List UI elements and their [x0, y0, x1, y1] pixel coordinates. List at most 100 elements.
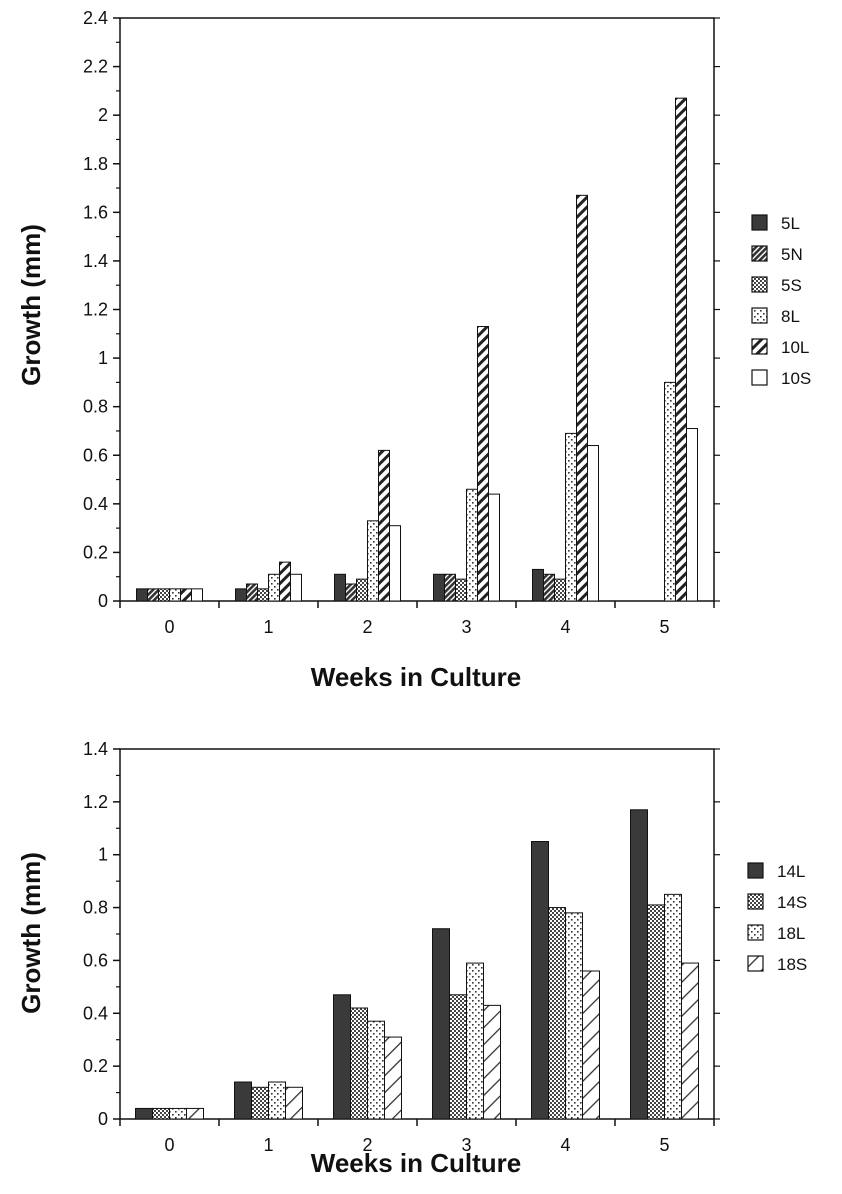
legend-swatch: [747, 924, 764, 941]
bar: [466, 962, 484, 1120]
y-tick-label: 1.4: [83, 251, 108, 271]
bar: [488, 493, 500, 602]
y-tick-label: 0.8: [83, 898, 108, 918]
legend: 5L 5N 5S 8L 10L 10S: [751, 214, 811, 388]
x-tick-label: 2: [362, 617, 372, 637]
y-tick-label: 2.4: [83, 8, 108, 28]
bar: [647, 904, 665, 1120]
x-tick-label: 5: [659, 617, 669, 637]
chart-bottom: Growth (mm) Weeks in Culture 0 0.2 0.4 0.6 0…: [16, 739, 807, 1178]
y-tick-label: 0.6: [83, 950, 108, 970]
legend-swatch: [751, 307, 768, 324]
bar: [455, 578, 467, 602]
bar: [169, 1107, 187, 1120]
plot-area: 0 0.2 0.4 0.6 0.8 1 1.2 1.4 0 1 2 3 4 5: [83, 739, 720, 1155]
bar: [158, 588, 170, 602]
legend-label: 14L: [777, 862, 805, 881]
x-tick-label: 4: [560, 1135, 570, 1155]
y-tick-label: 0.4: [83, 1003, 108, 1023]
legend-label: 14S: [777, 893, 807, 912]
bar: [356, 578, 368, 602]
bar: [152, 1107, 170, 1120]
legend-swatch: [751, 369, 768, 386]
bar: [251, 1086, 269, 1120]
bar: [664, 893, 682, 1120]
plot-frame: [119, 17, 715, 602]
bar: [180, 588, 192, 602]
legend-label: 18L: [777, 924, 805, 943]
bar: [268, 1081, 286, 1120]
bar: [350, 1007, 368, 1120]
plot-frame: [119, 748, 715, 1120]
y-axis-label: Growth (mm): [16, 852, 46, 1014]
legend-swatch: [751, 214, 768, 231]
bar: [246, 583, 258, 602]
bar: [565, 432, 577, 602]
bar: [664, 381, 676, 602]
x-tick-label: 1: [263, 617, 273, 637]
y-tick-label: 2: [98, 105, 108, 125]
x-tick-label: 1: [263, 1135, 273, 1155]
x-tick-label: 5: [659, 1135, 669, 1155]
bar: [554, 578, 566, 602]
legend-label: 5S: [781, 276, 802, 295]
bar: [290, 573, 302, 602]
legend: 14L 14S 18L 18S: [747, 862, 807, 974]
legend-swatch: [747, 893, 764, 910]
y-tick-label: 1.8: [83, 154, 108, 174]
bar: [367, 520, 379, 602]
bar: [191, 588, 203, 602]
x-tick-label: 0: [164, 1135, 174, 1155]
x-tick-label: 3: [461, 1135, 471, 1155]
legend-label: 5L: [781, 214, 800, 233]
bar: [681, 962, 699, 1120]
bar: [279, 561, 291, 602]
y-tick-label: 1: [98, 845, 108, 865]
bar: [285, 1086, 303, 1120]
bar: [169, 588, 181, 602]
bar: [384, 1036, 402, 1120]
y-tick-label: 2.2: [83, 57, 108, 77]
y-tick-label: 0.4: [83, 494, 108, 514]
y-tick-label: 0.2: [83, 542, 108, 562]
y-tick-label: 1.2: [83, 792, 108, 812]
bar: [235, 588, 247, 602]
plot-area: 0 0.2 0.4 0.6 0.8 1 1.2 1.4 1.6 1.8 2 2.2 2.4 0 1 2 3 4 5: [83, 8, 720, 637]
y-tick-label: 0: [98, 1109, 108, 1129]
bar: [686, 428, 698, 602]
chart-top: Growth (mm) Weeks in Culture 00.20.40.60…: [16, 8, 811, 692]
bar: [576, 194, 588, 602]
bar: [432, 928, 450, 1120]
y-tick-label: 1.2: [83, 300, 108, 320]
bar: [268, 573, 280, 602]
bar: [136, 588, 148, 602]
x-axis-label: Weeks in Culture: [311, 1148, 521, 1178]
bar: [565, 912, 583, 1120]
bar: [333, 994, 351, 1120]
y-axis-label: Growth (mm): [16, 224, 46, 386]
bar: [466, 488, 478, 602]
y-tick-label: 0.8: [83, 397, 108, 417]
bar: [186, 1107, 204, 1120]
legend-label: 8L: [781, 307, 800, 326]
legend-label: 10S: [781, 369, 811, 388]
bar: [135, 1107, 153, 1120]
bar: [257, 588, 269, 602]
bar: [477, 326, 489, 602]
y-tick-label: 0.6: [83, 445, 108, 465]
legend-label: 10L: [781, 338, 809, 357]
bar: [548, 907, 566, 1120]
legend-swatch: [751, 338, 768, 355]
y-tick-label: 0.2: [83, 1056, 108, 1076]
bar: [483, 1004, 501, 1120]
x-tick-label: 0: [164, 617, 174, 637]
legend-label: 18S: [777, 955, 807, 974]
bar: [543, 573, 555, 602]
legend-swatch: [747, 955, 764, 972]
bar: [532, 568, 544, 602]
bar: [147, 588, 159, 602]
legend-swatch: [747, 862, 764, 879]
bar: [367, 1020, 385, 1120]
y-tick-label: 1.6: [83, 202, 108, 222]
